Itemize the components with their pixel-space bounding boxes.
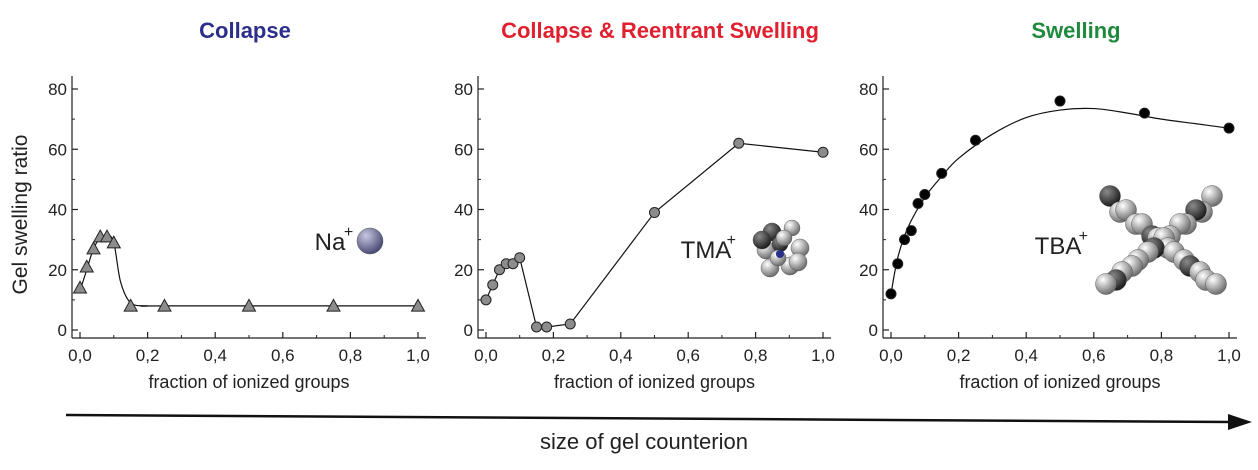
data-point — [649, 207, 660, 219]
chart-panel-2: Collapse & Reentrant Swelling 0 20 40 60 80 0,… — [454, 18, 835, 392]
chart-title: Collapse & Reentrant Swelling — [501, 18, 819, 43]
data-point — [892, 258, 904, 270]
x-tick-label: 0,8 — [744, 346, 768, 365]
ion-label: TBA — [1035, 233, 1082, 260]
data-point — [905, 225, 917, 237]
data-point — [410, 298, 426, 312]
data-point — [157, 298, 172, 312]
data-point — [531, 321, 543, 333]
x-tick-label: 0,6 — [1082, 346, 1106, 365]
data-point — [86, 241, 101, 255]
data-point — [564, 318, 576, 330]
data-point — [1054, 95, 1066, 107]
arrow-line — [65, 413, 1233, 424]
x-tick-label: 0,6 — [676, 346, 700, 365]
data-point — [733, 137, 745, 149]
data-point — [817, 146, 829, 158]
y-tick-label: 40 — [48, 201, 67, 220]
ion-charge: + — [1079, 228, 1088, 245]
x-tick-label: 1,0 — [1217, 346, 1241, 365]
data-point — [1223, 122, 1235, 134]
x-tick-label: 0,6 — [271, 346, 295, 365]
data-point — [899, 234, 911, 246]
data-point — [326, 298, 341, 312]
data-point — [970, 134, 981, 146]
data-point — [123, 298, 139, 312]
ion-charge: + — [727, 232, 736, 249]
y-tick-label: 40 — [859, 201, 878, 220]
data-point — [885, 288, 897, 300]
y-tick-label: 80 — [859, 80, 878, 99]
data-point — [936, 167, 948, 179]
x-axis-label: fraction of ionized groups — [148, 372, 349, 392]
data-point — [919, 188, 931, 200]
data-point — [106, 235, 122, 249]
data-point — [493, 264, 505, 276]
y-tick-label: 0 — [464, 321, 473, 340]
y-tick-label: 20 — [454, 261, 473, 280]
x-axis-label: fraction of ionized groups — [554, 372, 755, 392]
data-point — [72, 280, 88, 294]
arrow-label: size of gel counterion — [540, 429, 748, 454]
y-tick-label: 20 — [48, 261, 67, 280]
x-tick-label: 0,0 — [68, 346, 92, 365]
tma-molecule — [752, 219, 810, 278]
counterion-size-arrow: size of gel counterion — [65, 413, 1252, 454]
sodium-ion-sphere — [356, 227, 384, 255]
y-tick-label: 80 — [48, 80, 67, 99]
y-tick-label: 0 — [869, 321, 878, 340]
chart-title: Swelling — [1031, 18, 1120, 43]
x-tick-label: 0,8 — [339, 346, 363, 365]
y-tick-label: 20 — [859, 261, 878, 280]
y-tick-label: 60 — [859, 140, 878, 159]
y-axis-label: Gel swelling ratio — [9, 135, 32, 295]
data-point — [507, 258, 519, 270]
x-tick-label: 0,2 — [136, 346, 160, 365]
y-tick-label: 40 — [454, 201, 473, 220]
chart-title: Collapse — [199, 18, 291, 43]
y-tick-label: 0 — [58, 321, 67, 340]
x-tick-label: 0,2 — [542, 346, 566, 365]
data-point — [79, 259, 95, 273]
data-point — [912, 197, 924, 209]
x-tick-label: 0,0 — [879, 346, 903, 365]
chart-panel-1: Collapse 0 20 40 60 80 0,0 0,2 0,4 0,6 0,8 1,0 fract… — [9, 18, 430, 392]
x-tick-label: 1,0 — [811, 346, 835, 365]
chart-panel-3: Swelling 0 20 40 60 80 0,0 0,2 0,4 0,6 0,8 1,0 fract… — [859, 18, 1241, 392]
data-point — [541, 321, 553, 333]
x-tick-label: 0,4 — [609, 346, 633, 365]
data-point — [1139, 107, 1150, 119]
x-tick-label: 0,2 — [947, 346, 971, 365]
x-tick-label: 0,4 — [203, 346, 227, 365]
x-axis-label: fraction of ionized groups — [959, 372, 1160, 392]
tba-molecule — [1095, 185, 1227, 295]
data-point — [487, 279, 499, 291]
y-tick-label: 60 — [454, 140, 473, 159]
x-tick-label: 0,0 — [474, 346, 498, 365]
data-point — [241, 298, 257, 312]
x-tick-label: 0,4 — [1014, 346, 1038, 365]
ion-label: Na — [315, 229, 346, 256]
ion-charge: + — [344, 224, 353, 241]
y-tick-label: 80 — [454, 80, 473, 99]
x-tick-label: 1,0 — [406, 346, 430, 365]
data-point — [480, 294, 492, 306]
arrow-head — [1228, 414, 1252, 430]
x-tick-label: 0,8 — [1150, 346, 1174, 365]
data-point — [514, 252, 526, 264]
data-point — [99, 229, 115, 243]
y-tick-label: 60 — [48, 140, 67, 159]
series-line — [890, 107, 1230, 294]
ion-label: TMA — [681, 237, 732, 264]
